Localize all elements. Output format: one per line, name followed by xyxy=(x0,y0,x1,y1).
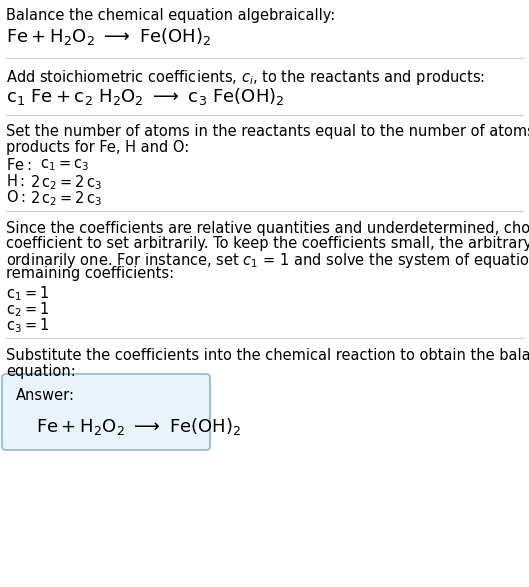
Text: $\mathregular{c_1 = c_3}$: $\mathregular{c_1 = c_3}$ xyxy=(40,157,89,173)
Text: $\mathregular{Fe:}$: $\mathregular{Fe:}$ xyxy=(6,157,32,173)
Text: Since the coefficients are relative quantities and underdetermined, choose a: Since the coefficients are relative quan… xyxy=(6,221,529,236)
Text: Substitute the coefficients into the chemical reaction to obtain the balanced: Substitute the coefficients into the che… xyxy=(6,348,529,363)
Text: Add stoichiometric coefficients, $c_i$, to the reactants and products:: Add stoichiometric coefficients, $c_i$, … xyxy=(6,68,485,87)
Text: $\mathregular{Fe + H_2O_2 \ \longrightarrow \ Fe(OH)_2}$: $\mathregular{Fe + H_2O_2 \ \longrightar… xyxy=(6,26,211,47)
Text: Set the number of atoms in the reactants equal to the number of atoms in the: Set the number of atoms in the reactants… xyxy=(6,124,529,139)
Text: $\mathregular{2\,c_2 = 2\,c_3}$: $\mathregular{2\,c_2 = 2\,c_3}$ xyxy=(30,189,102,208)
Text: $\mathregular{c_3 = 1}$: $\mathregular{c_3 = 1}$ xyxy=(6,316,49,335)
Text: products for Fe, H and O:: products for Fe, H and O: xyxy=(6,140,189,155)
Text: ordinarily one. For instance, set $c_1$ = 1 and solve the system of equations fo: ordinarily one. For instance, set $c_1$ … xyxy=(6,251,529,270)
Text: $\mathregular{c_2 = 1}$: $\mathregular{c_2 = 1}$ xyxy=(6,300,49,319)
Text: $\mathregular{2\,c_2 = 2\,c_3}$: $\mathregular{2\,c_2 = 2\,c_3}$ xyxy=(30,173,102,192)
Text: Answer:: Answer: xyxy=(16,388,75,403)
Text: equation:: equation: xyxy=(6,364,76,379)
Text: $\mathregular{c_1 = 1}$: $\mathregular{c_1 = 1}$ xyxy=(6,284,49,303)
Text: $\mathregular{c_1\ Fe + c_2\ H_2O_2 \ \longrightarrow \ c_3\ Fe(OH)_2}$: $\mathregular{c_1\ Fe + c_2\ H_2O_2 \ \l… xyxy=(6,86,285,107)
Text: $\mathregular{H:}$: $\mathregular{H:}$ xyxy=(6,173,25,189)
Text: Balance the chemical equation algebraically:: Balance the chemical equation algebraica… xyxy=(6,8,335,23)
Text: remaining coefficients:: remaining coefficients: xyxy=(6,266,174,281)
Text: $\mathregular{O:}$: $\mathregular{O:}$ xyxy=(6,189,25,205)
Text: coefficient to set arbitrarily. To keep the coefficients small, the arbitrary va: coefficient to set arbitrarily. To keep … xyxy=(6,236,529,251)
FancyBboxPatch shape xyxy=(2,374,210,450)
Text: $\mathregular{Fe + H_2O_2 \ \longrightarrow \ Fe(OH)_2}$: $\mathregular{Fe + H_2O_2 \ \longrightar… xyxy=(36,416,241,437)
